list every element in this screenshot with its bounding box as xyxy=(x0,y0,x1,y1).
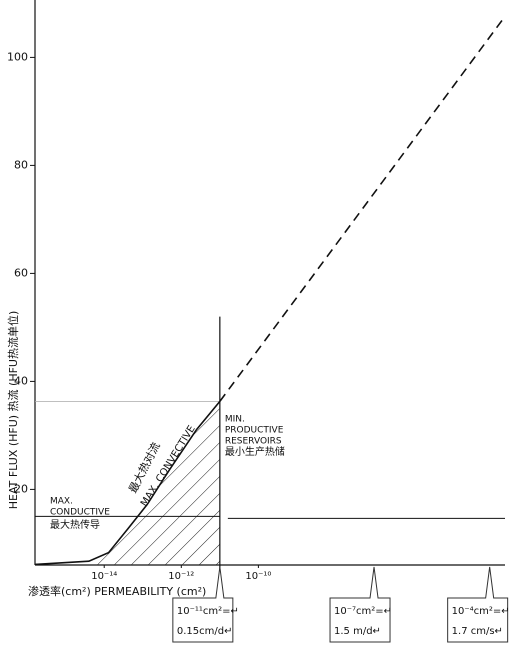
callout-text: 10⁻⁷cm²=↵ xyxy=(334,606,392,617)
callout-text: 10⁻⁴cm²=↵ xyxy=(452,606,510,617)
annotation: RESERVOIRS xyxy=(225,437,282,447)
heat-flux-line xyxy=(219,15,506,402)
annotation: 最大热传导 xyxy=(50,518,100,531)
x-tick-label: 10⁻¹² xyxy=(168,571,194,582)
x-tick-label: 10⁻¹⁰ xyxy=(245,571,271,582)
heat-flux-line xyxy=(34,400,221,566)
callout-text: 0.15cm/d↵ xyxy=(177,626,233,637)
annotation: PRODUCTIVE xyxy=(225,426,284,436)
y-axis-label: HEAT FLUX (HFU) 热流 (HFU热流单位) xyxy=(6,311,20,510)
y-tick-label: 80 xyxy=(14,158,28,171)
annotation: MAX. xyxy=(50,497,73,507)
x-axis-label: 渗透率(cm²) PERMEABILITY (cm²) xyxy=(28,584,206,598)
y-tick-label: 100 xyxy=(7,50,28,63)
annotation: 最小生产热储 xyxy=(225,445,285,458)
annotation: MIN. xyxy=(225,415,245,425)
y-tick-label: 20 xyxy=(14,482,28,495)
callout-box xyxy=(172,566,234,643)
callout-box xyxy=(447,566,509,643)
callout-text: 1.7 cm/s↵ xyxy=(452,626,503,637)
y-tick-label: 60 xyxy=(14,266,28,279)
y-tick-label: 40 xyxy=(14,374,28,387)
callout-box xyxy=(329,566,391,643)
x-tick-label: 10⁻¹⁴ xyxy=(91,571,117,582)
callout-text: 10⁻¹¹cm²=↵ xyxy=(177,606,239,617)
callout-text: 1.5 m/d↵ xyxy=(334,626,381,637)
annotation: CONDUCTIVE xyxy=(50,508,110,518)
